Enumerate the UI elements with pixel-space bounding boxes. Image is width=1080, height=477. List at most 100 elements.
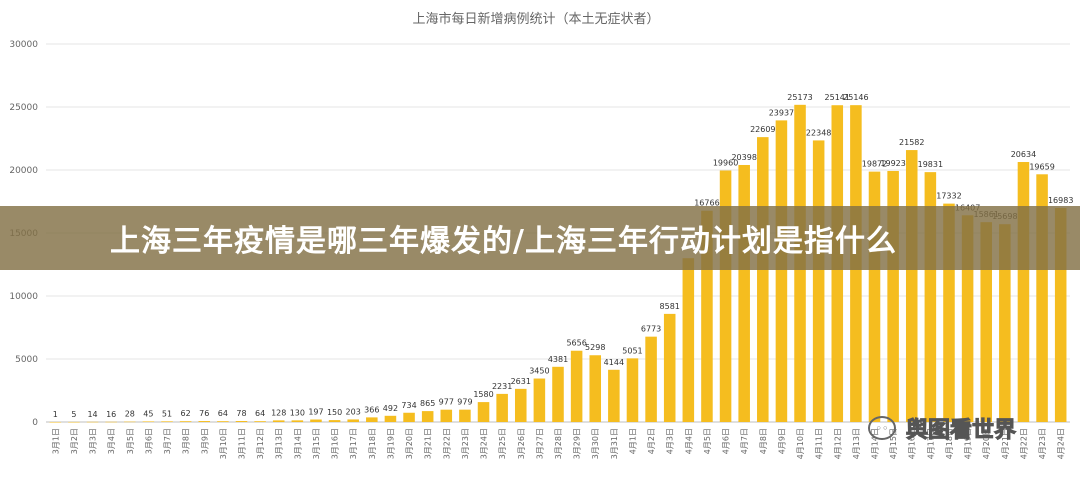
data-label: 3450 [529,367,549,376]
bar [496,393,508,422]
data-label: 25146 [843,93,868,102]
bar [626,358,639,422]
bar [86,421,99,423]
x-tick-label: 4月20日 [982,428,991,459]
bar [198,421,211,422]
bar [440,409,453,422]
headline-banner: 上海三年疫情是哪三年爆发的/上海三年行动计划是指什么 [0,206,1080,270]
y-tick-label: 25000 [9,103,38,113]
bar [124,421,136,423]
y-tick-label: 20000 [9,166,38,176]
data-label: 865 [420,399,435,408]
data-label: 62 [181,409,191,418]
bar [589,355,602,422]
x-tick-label: 3月24日 [480,428,489,459]
x-tick-label: 4月7日 [740,428,749,454]
x-tick-label: 3月29日 [573,428,582,459]
data-label: 979 [457,398,472,407]
bar [961,215,974,422]
data-label: 64 [255,409,265,418]
bar [943,203,955,422]
bar [887,170,899,422]
data-label: 25141 [825,93,850,102]
data-label: 19872 [862,160,887,169]
bar [272,420,285,422]
x-tick-label: 3月7日 [163,428,172,454]
x-tick-label: 4月1日 [628,428,637,454]
x-tick-label: 3月19日 [386,428,395,459]
data-label: 4144 [604,358,624,367]
watermark-text: 舆图看世界 [905,418,1017,444]
wechat-icon: ◦◦ [868,416,896,440]
x-tick-label: 3月27日 [535,428,544,459]
x-tick-label: 3月18日 [368,428,377,459]
data-label: 20398 [731,153,756,162]
bar [552,366,564,422]
x-tick-label: 4月10日 [796,428,805,459]
data-label: 150 [327,408,342,417]
x-tick-label: 3月21日 [424,428,433,459]
data-label: 45 [143,409,153,418]
data-label: 19923 [880,159,905,168]
y-tick-label: 5000 [15,355,38,365]
x-tick-label: 4月13日 [852,428,861,459]
bar [533,378,546,422]
bar [682,258,695,422]
x-tick-label: 3月10日 [219,428,228,459]
data-label: 130 [290,408,305,417]
x-tick-label: 3月3日 [89,428,98,454]
x-tick-label: 4月22日 [1019,428,1028,459]
data-label: 64 [218,409,228,418]
data-label: 16 [106,410,116,419]
x-tick-label: 4月21日 [1001,428,1010,459]
bar [235,421,248,422]
bar [328,420,341,422]
data-label: 22348 [806,128,831,137]
bar [366,417,378,422]
x-tick-label: 3月14日 [293,428,302,459]
bar [999,224,1011,422]
bar [459,409,471,422]
data-label: 8581 [660,302,680,311]
bar [663,313,676,422]
x-tick-label: 3月28日 [554,428,563,459]
bar [347,419,359,422]
bar [738,164,750,422]
x-tick-label: 3月16日 [331,428,340,459]
bar [645,336,657,422]
data-label: 5298 [585,343,605,352]
data-label: 22609 [750,125,775,134]
x-tick-label: 4月18日 [945,428,954,459]
bar [608,369,620,422]
bar [812,140,825,422]
x-tick-label: 3月2日 [70,428,79,454]
data-label: 4381 [548,355,568,364]
data-label: 128 [271,408,286,417]
x-tick-label: 3月11日 [237,428,246,459]
x-tick-label: 4月3日 [666,428,675,454]
data-label: 734 [401,401,416,410]
x-tick-label: 3月20日 [405,428,414,459]
x-tick-label: 3月1日 [51,428,60,454]
bar [291,420,304,422]
x-tick-label: 4月6日 [722,428,731,454]
data-label: 19831 [918,160,943,169]
data-label: 76 [199,409,209,418]
x-tick-label: 3月17日 [349,428,358,459]
y-tick-label: 10000 [9,292,38,302]
x-tick-label: 3月8日 [182,428,191,454]
data-label: 78 [236,409,246,418]
bar [161,421,173,422]
data-label: 5051 [622,346,642,355]
data-label: 23937 [769,108,794,117]
bar [924,172,937,422]
x-tick-label: 4月23日 [1038,428,1047,459]
bar [1036,174,1048,422]
bar [477,402,490,422]
x-tick-label: 3月23日 [461,428,470,459]
bar [142,421,155,422]
x-tick-label: 4月14日 [871,428,880,459]
data-label: 197 [308,408,323,417]
x-tick-label: 3月22日 [442,428,451,459]
data-label: 16983 [1048,196,1073,205]
